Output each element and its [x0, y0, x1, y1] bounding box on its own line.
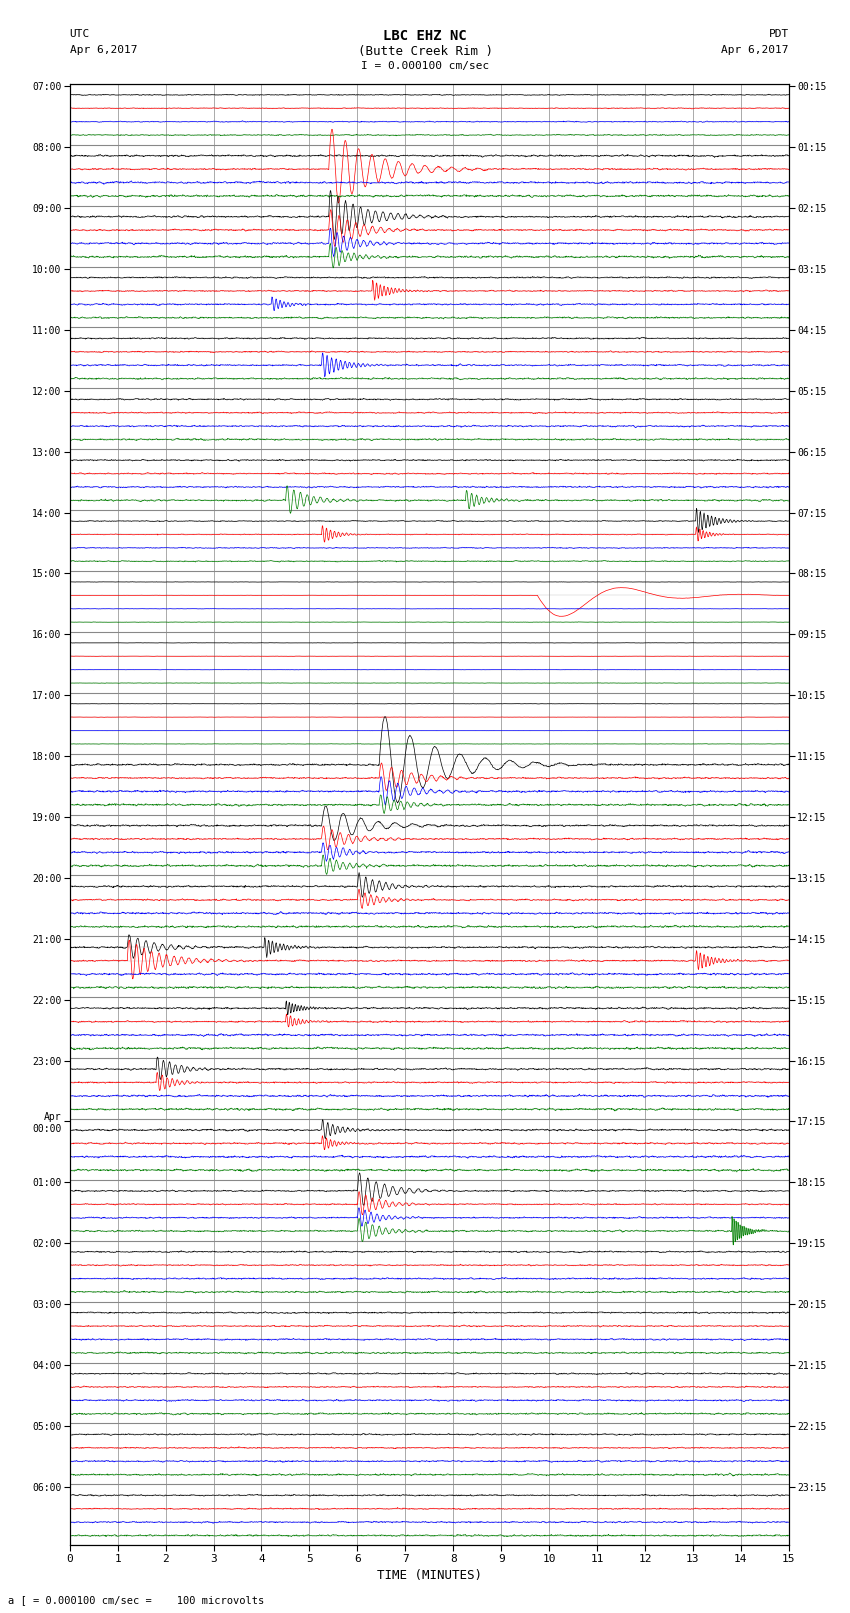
X-axis label: TIME (MINUTES): TIME (MINUTES)	[377, 1569, 482, 1582]
Text: LBC EHZ NC: LBC EHZ NC	[383, 29, 467, 44]
Text: Apr 6,2017: Apr 6,2017	[70, 45, 137, 55]
Text: Apr 6,2017: Apr 6,2017	[722, 45, 789, 55]
Text: PDT: PDT	[768, 29, 789, 39]
Text: I = 0.000100 cm/sec: I = 0.000100 cm/sec	[361, 61, 489, 71]
Text: a [ = 0.000100 cm/sec =    100 microvolts: a [ = 0.000100 cm/sec = 100 microvolts	[8, 1595, 264, 1605]
Text: (Butte Creek Rim ): (Butte Creek Rim )	[358, 45, 492, 58]
Text: UTC: UTC	[70, 29, 90, 39]
